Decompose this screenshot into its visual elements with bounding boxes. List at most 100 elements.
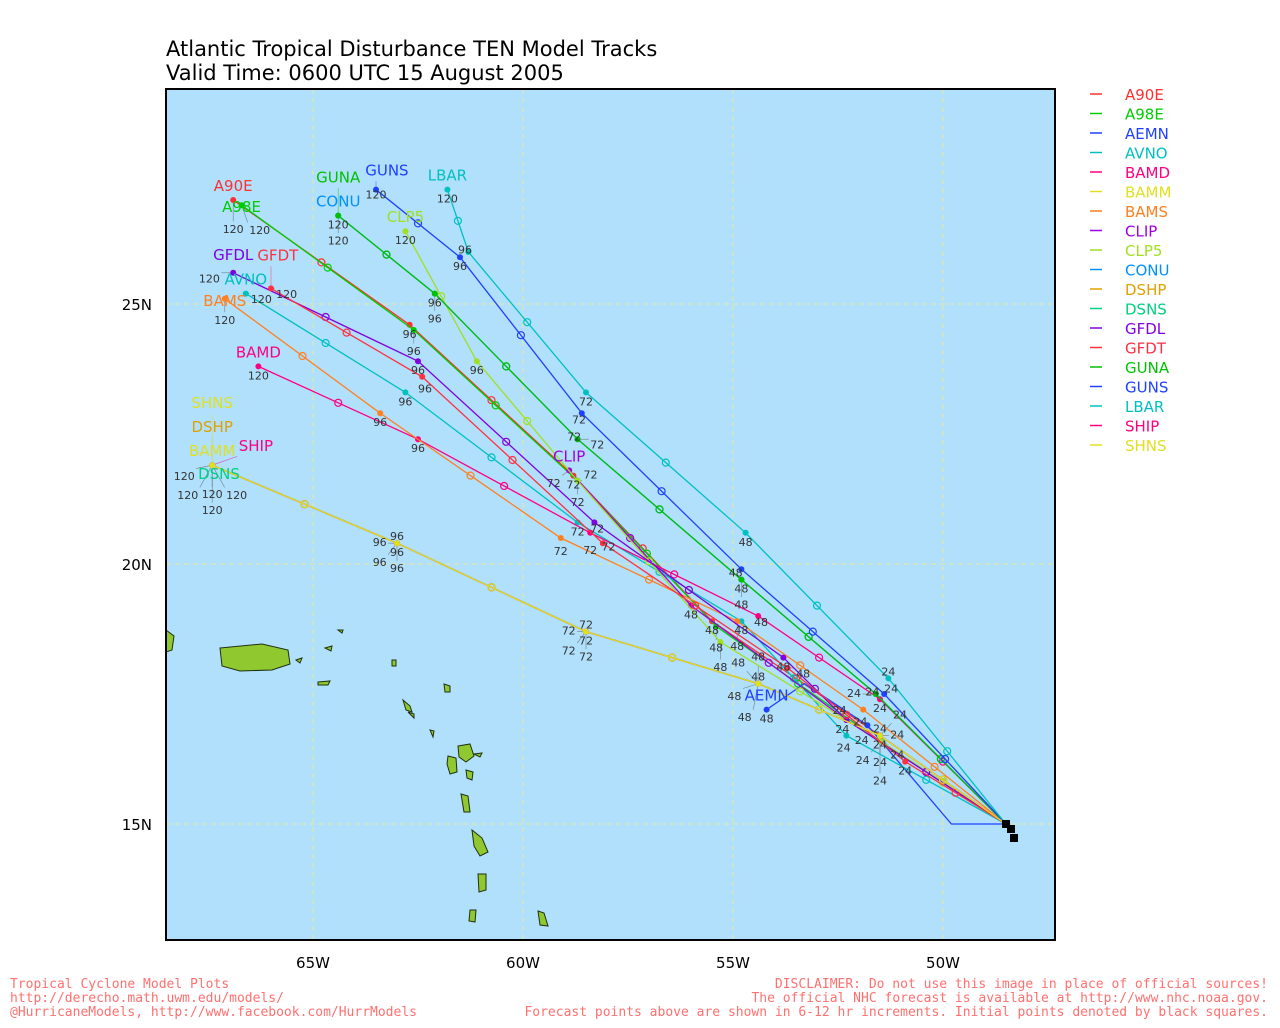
forecast-hour-label: 48 <box>727 690 741 703</box>
track-line <box>211 464 1007 825</box>
track-point-open <box>814 653 824 662</box>
forecast-hour-label: 48 <box>705 624 719 637</box>
track-point-filled <box>238 202 245 209</box>
forecast-hour-label: 120 <box>395 234 416 247</box>
track-point-open <box>625 533 635 543</box>
island-shape <box>219 643 291 672</box>
forecast-hour-label: 72 <box>562 645 576 658</box>
track-point-filled <box>717 639 724 645</box>
forecast-hour-label: 24 <box>893 709 907 722</box>
track-point-open <box>691 601 700 610</box>
initial-position-square <box>1007 825 1015 833</box>
forecast-hour-label: 48 <box>731 657 745 670</box>
axes: 65W 60W 55W 50W 25N 20N 15N <box>122 296 960 972</box>
forecast-hour-label: 48 <box>760 713 774 726</box>
track-point-filled <box>591 519 598 526</box>
legend-entry: LBAR <box>1125 398 1164 416</box>
track-point-open <box>644 575 654 584</box>
island-shape <box>323 645 333 652</box>
track-line <box>224 298 1007 825</box>
track-point-filled <box>763 706 770 713</box>
track-point-open <box>466 471 475 480</box>
forecast-hour-label: 120 <box>328 235 349 248</box>
track-point-open <box>491 401 500 410</box>
forecast-hour-label: 72 <box>571 496 585 509</box>
track-point-filled <box>394 540 400 547</box>
forecast-hour-label: 24 <box>873 756 887 769</box>
track-point-filled <box>780 654 787 661</box>
track-point-open <box>938 757 948 766</box>
forecast-hour-label: 96 <box>390 546 404 559</box>
island-shape <box>537 910 549 927</box>
track-point-filled <box>755 680 762 687</box>
y-tick-label: 20N <box>122 556 152 574</box>
chart-title: Atlantic Tropical Disturbance TEN Model … <box>166 37 657 61</box>
forecast-hour-label: 72 <box>547 477 561 490</box>
forecast-hour-label: 120 <box>177 489 198 502</box>
forecast-hour-label: 48 <box>751 671 765 684</box>
track-point-open <box>684 585 694 595</box>
track-point-filled <box>872 691 879 697</box>
track-point-open <box>323 263 332 272</box>
track-name-label: CONU <box>316 193 360 211</box>
island-shape <box>294 657 303 664</box>
legend-entry: CONU <box>1125 262 1169 280</box>
track-point-filled <box>902 758 909 765</box>
forecast-hour-label: 72 <box>571 525 585 538</box>
forecast-hour-label: 96 <box>411 364 425 377</box>
forecast-hour-label: 96 <box>373 556 387 569</box>
track-name-label: AEMN <box>745 687 789 705</box>
track-point-open <box>644 557 654 566</box>
track-point-filled <box>587 529 594 536</box>
track-point-filled <box>738 576 745 583</box>
forecast-hour-label: 72 <box>579 651 593 664</box>
track-name-label: GUNS <box>365 162 408 180</box>
forecast-hour-label: 24 <box>873 702 887 715</box>
footer-left-line: Tropical Cyclone Model Plots <box>10 977 229 992</box>
island-shape <box>407 711 415 720</box>
legend-entry: CLIP <box>1125 223 1157 241</box>
track-point-open <box>814 705 824 714</box>
track-guna <box>335 212 1007 825</box>
forecast-hour-label: 48 <box>776 661 790 674</box>
x-tick-label: 60W <box>506 954 540 972</box>
track-name-label: CLP5 <box>387 208 424 226</box>
forecast-hour-label: 48 <box>729 567 743 580</box>
forecast-hour-label: 120 <box>249 224 270 237</box>
forecast-hour-label: 24 <box>833 704 847 717</box>
forecast-hour-label: 24 <box>865 686 879 699</box>
track-point-open <box>500 481 509 491</box>
forecast-hour-label: 48 <box>734 624 748 637</box>
track-point-open <box>523 416 532 426</box>
track-point-open <box>657 487 666 496</box>
forecast-hour-label: 96 <box>418 383 432 396</box>
track-point-open <box>655 505 664 514</box>
track-name-label: BAMD <box>236 343 281 361</box>
forecast-hour-label: 120 <box>202 504 223 517</box>
forecast-hour-label: 72 <box>583 544 597 557</box>
forecast-hour-label: 96 <box>373 536 387 549</box>
forecast-hour-label: 96 <box>403 328 417 341</box>
forecast-hour-label: 96 <box>428 313 442 326</box>
track-name-label: AVNO <box>225 271 268 289</box>
island-shape <box>465 769 474 781</box>
legend-entry: DSHP <box>1125 281 1166 299</box>
island-shape <box>446 755 458 775</box>
island-shape <box>336 629 344 634</box>
forecast-hour-label: 24 <box>884 683 898 696</box>
island-shape <box>472 752 483 758</box>
track-guns <box>373 186 1007 825</box>
track-point-open <box>796 661 805 670</box>
forecast-hour-label: 72 <box>572 413 586 426</box>
island-shape <box>477 873 487 893</box>
track-point-filled <box>230 197 237 203</box>
track-point-open <box>661 458 670 467</box>
label-leader-line <box>752 683 759 710</box>
island-shape <box>471 828 489 857</box>
island-shape <box>402 698 413 713</box>
track-point-filled <box>885 675 892 682</box>
track-point-open <box>667 653 677 662</box>
footer-right-line: The official NHC forecast is available a… <box>751 991 1268 1006</box>
forecast-hour-label: 24 <box>847 687 861 700</box>
label-leader-line <box>211 465 225 488</box>
